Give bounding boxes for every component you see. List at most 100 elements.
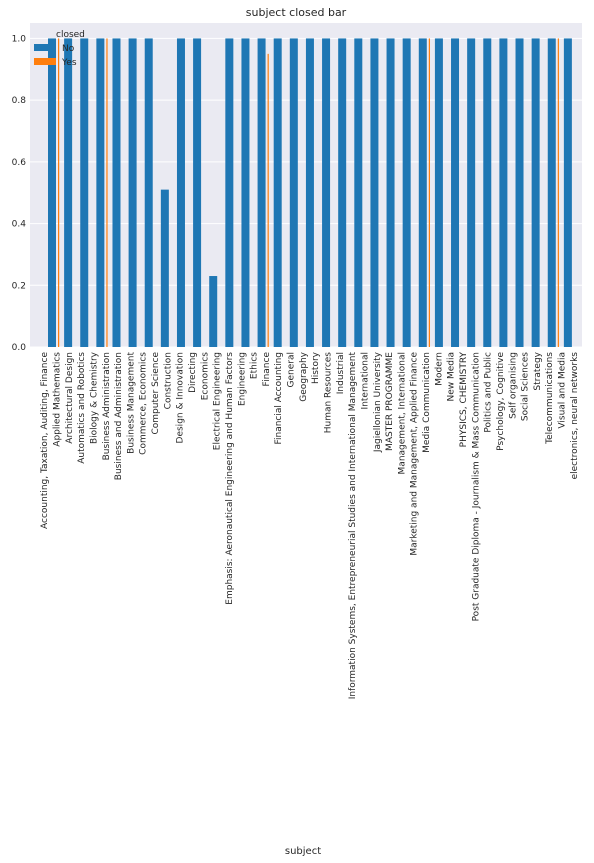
- x-tick-label: electronics, neural networks: [570, 352, 580, 480]
- bar-no: [370, 38, 379, 348]
- bar-no: [176, 38, 185, 348]
- bar-no: [193, 38, 202, 348]
- bar-no: [273, 38, 282, 348]
- x-tick-label: Directing: [188, 352, 198, 393]
- x-tick-label: Business Management: [126, 352, 136, 454]
- x-tick-label: Emphasis: Aeronautical Engineering and H…: [225, 352, 235, 605]
- bar-no: [499, 38, 508, 348]
- x-tick-label: Commerce, Economics: [139, 352, 149, 455]
- x-tick-label: Architectural Design: [65, 352, 75, 444]
- x-tick-label: Industrial: [336, 352, 346, 394]
- x-tick-label: Strategy: [533, 351, 543, 390]
- x-tick-label: Construction: [163, 352, 173, 409]
- x-tick-label: Social Sciences: [521, 352, 531, 421]
- bar-no: [160, 189, 169, 347]
- x-tick-label: Psychology, Cognitive: [496, 352, 506, 451]
- bar-no: [402, 38, 411, 348]
- x-tick-label: Business Administration: [102, 352, 112, 460]
- bar-no: [289, 38, 298, 348]
- x-tick-label: General: [287, 352, 297, 387]
- y-tick-label: 0.2: [12, 281, 26, 291]
- x-tick-label: Ethics: [250, 352, 260, 379]
- bar-no: [547, 38, 556, 348]
- bar-no: [322, 38, 331, 348]
- y-tick-label: 0.4: [12, 220, 27, 230]
- x-tick-label: Marketing and Management, Applied Financ…: [410, 352, 420, 556]
- bar-no: [563, 38, 572, 348]
- x-tick-label: MASTER PROGRAMME: [385, 352, 395, 451]
- bar-no: [386, 38, 395, 348]
- x-tick-label: Geography: [299, 351, 309, 401]
- bar-yes: [58, 38, 60, 348]
- bar-no: [112, 38, 121, 348]
- x-tick-label: Management, International: [397, 352, 407, 474]
- x-tick-labels: Accounting, Taxation, Auditing, Finance A…: [40, 351, 580, 699]
- x-tick-label: Telecommunications: [545, 352, 555, 445]
- bar-no: [434, 38, 443, 348]
- x-tick-label: International: [360, 352, 370, 409]
- bar-no: [80, 38, 89, 348]
- bar-no: [48, 38, 56, 348]
- x-tick-label: Jagiellonian University: [373, 351, 383, 453]
- bar-yes: [106, 38, 108, 348]
- x-tick-label: Engineering: [237, 352, 247, 406]
- bar-no: [96, 38, 105, 348]
- x-tick-label: New Media: [447, 352, 457, 402]
- bar-no: [241, 38, 250, 348]
- bar-no: [531, 38, 540, 348]
- bar-no: [483, 38, 492, 348]
- bar-yes: [428, 38, 430, 348]
- legend-label: No: [62, 44, 75, 54]
- x-tick-label: Economics: [200, 352, 210, 401]
- x-tick-label: Politics and Public: [484, 352, 494, 433]
- bar-yes: [557, 38, 559, 348]
- x-tick-label: Electrical Engineering: [213, 352, 223, 450]
- bar-no: [257, 38, 266, 348]
- x-tick-label: Biology & Chemistry: [89, 351, 99, 444]
- bar-no: [451, 38, 460, 348]
- legend-swatch: [34, 44, 56, 51]
- y-tick-label: 0.0: [12, 343, 27, 353]
- x-tick-label: Computer Science: [151, 352, 161, 435]
- x-tick-label: Accounting, Taxation, Auditing, Finance: [40, 352, 50, 529]
- x-tick-label: Applied Mathematics: [52, 352, 62, 447]
- bar-no: [209, 276, 218, 347]
- bar-no: [128, 38, 137, 348]
- x-tick-label: Post Graduate Diploma - Journalism & Mas…: [471, 352, 481, 621]
- y-tick-labels: 0.0 0.2 0.4 0.6 0.8 1.0: [12, 34, 27, 353]
- bars: [48, 38, 572, 348]
- x-tick-label: Design & Innovation: [176, 352, 186, 443]
- legend-entries: No Yes: [34, 44, 77, 68]
- bar-no: [305, 38, 314, 348]
- x-tick-label: Automatics and Robotics: [77, 352, 87, 464]
- bar-no: [144, 38, 153, 348]
- x-tick-label: Human Resources: [323, 352, 333, 434]
- x-tick-label: Finance: [262, 352, 272, 387]
- bar-no: [64, 38, 73, 348]
- x-tick-label: Self organising: [508, 352, 518, 419]
- x-tick-label: Financial Accounting: [274, 352, 284, 445]
- bar-no: [338, 38, 347, 348]
- bar-no: [467, 38, 476, 348]
- x-tick-label: History: [311, 351, 321, 384]
- x-tick-label: Media Communication: [422, 352, 432, 453]
- bar-no: [515, 38, 524, 348]
- y-tick-label: 0.8: [12, 96, 27, 106]
- y-tick-label: 0.6: [12, 158, 27, 168]
- legend-label: Yes: [61, 58, 77, 68]
- x-tick-label: Information Systems, Entrepreneurial Stu…: [348, 352, 358, 700]
- y-tick-label: 1.0: [12, 34, 27, 44]
- bar-yes: [267, 53, 269, 347]
- legend-title: closed: [56, 30, 85, 40]
- x-tick-label: Business and Administration: [114, 352, 124, 480]
- chart-title: subject closed bar: [246, 6, 347, 19]
- legend-swatch: [34, 58, 56, 65]
- bar-no: [225, 38, 234, 348]
- x-tick-label: Modern: [434, 352, 444, 386]
- bar-no: [354, 38, 363, 348]
- x-tick-label: Visual and Media: [558, 352, 568, 429]
- bar-no: [418, 38, 427, 348]
- x-axis-label: subject: [285, 846, 321, 857]
- x-tick-label: PHYSICS, CHEMISTRY: [459, 352, 469, 448]
